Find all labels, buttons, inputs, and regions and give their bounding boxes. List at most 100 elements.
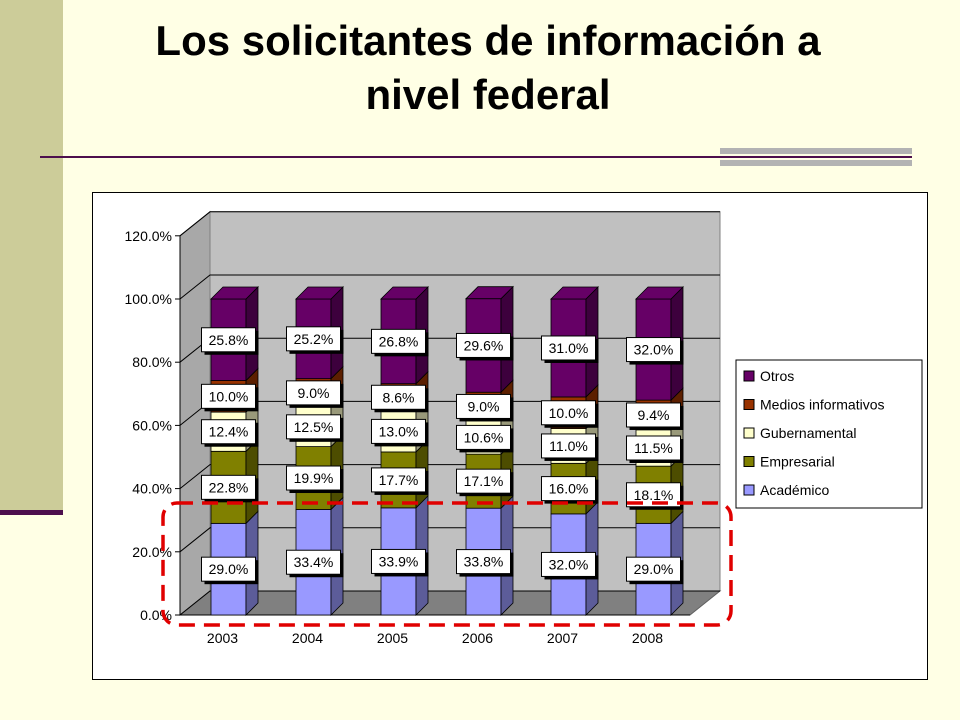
gridline (179, 211, 720, 237)
bar-top (550, 286, 599, 300)
data-label: 12.5% (294, 419, 334, 435)
y-tick-label: 120.0% (125, 228, 172, 244)
legend-swatch (743, 456, 755, 467)
x-tick-label: 2005 (377, 630, 408, 646)
data-label: 9.0% (468, 398, 500, 414)
data-label: 11.0% (549, 438, 588, 454)
data-label: 33.9% (379, 553, 419, 569)
data-label: 11.5% (634, 440, 673, 456)
data-label-box (626, 435, 681, 461)
gridline (179, 527, 720, 553)
data-label-box (201, 327, 256, 353)
bar-top (465, 286, 514, 300)
data-label-box (201, 419, 256, 445)
data-label-box (626, 337, 681, 363)
data-label-box (286, 326, 341, 352)
data-label: 29.0% (209, 561, 249, 577)
data-label-box (456, 332, 511, 358)
bar-top (295, 286, 344, 300)
left-accent-bar (0, 0, 63, 512)
data-label: 22.8% (209, 479, 249, 495)
data-label-box (201, 474, 256, 500)
data-label-box (371, 467, 426, 493)
legend-swatch (743, 484, 755, 496)
x-tick-label: 2004 (292, 630, 323, 646)
x-tick-label: 2006 (462, 630, 493, 646)
data-label-box (541, 476, 596, 502)
y-tick-label: 100.0% (125, 291, 172, 307)
data-label: 25.8% (209, 332, 249, 348)
data-label: 17.7% (379, 472, 419, 488)
gridline (179, 590, 720, 616)
data-label: 33.8% (464, 554, 504, 570)
data-label: 29.0% (634, 561, 674, 577)
left-accent-rule (0, 510, 63, 515)
legend-swatch (743, 399, 755, 410)
data-label-box (371, 384, 426, 410)
legend-label: Otros (760, 368, 794, 384)
y-tick-label: 40.0% (132, 481, 172, 497)
data-label: 29.6% (464, 337, 504, 353)
legend-label: Medios informativos (760, 397, 885, 413)
data-label-box (541, 433, 596, 459)
data-label: 9.0% (298, 385, 330, 401)
y-tick-label: 20.0% (132, 544, 172, 560)
data-label-box (456, 549, 511, 575)
data-label-box (286, 414, 341, 440)
data-label: 18.1% (634, 487, 674, 503)
data-label-box (541, 335, 596, 361)
data-label: 8.6% (383, 389, 415, 405)
data-label-box (456, 468, 511, 494)
bar-top (380, 286, 429, 300)
highlight-box (161, 501, 733, 627)
data-label: 10.0% (549, 405, 589, 421)
data-label-box (541, 400, 596, 426)
data-label-box (286, 380, 341, 406)
data-label: 19.9% (294, 470, 334, 486)
legend-swatch (743, 370, 755, 382)
data-label: 32.0% (549, 556, 589, 572)
y-tick-label: 60.0% (132, 417, 172, 433)
bar-top (210, 286, 259, 300)
gridline (179, 464, 720, 489)
data-label: 17.1% (464, 473, 504, 489)
legend-label: Empresarial (760, 454, 835, 470)
data-label-box (286, 549, 341, 575)
data-label-box (201, 383, 256, 409)
title-accent-bar (720, 148, 912, 154)
data-label-box (626, 556, 681, 582)
legend-label: Gubernamental (760, 425, 857, 441)
slide-title: Los solicitantes de información a nivel … (63, 14, 913, 122)
x-tick-label: 2003 (207, 630, 238, 646)
gridline (179, 274, 720, 300)
data-label-box (371, 328, 426, 354)
data-label-box (626, 402, 681, 428)
data-label: 10.0% (209, 388, 249, 404)
data-label-box (541, 551, 596, 577)
data-label: 25.2% (294, 331, 334, 347)
bar-top (635, 286, 684, 300)
x-tick-label: 2008 (632, 630, 663, 646)
legend-box (735, 359, 923, 509)
data-label-box (286, 465, 341, 491)
y-tick-label: 80.0% (132, 354, 172, 370)
data-label: 32.0% (634, 342, 674, 358)
data-label: 13.0% (379, 423, 419, 439)
data-label: 9.4% (638, 407, 670, 423)
data-label-box (371, 418, 426, 444)
data-label: 33.4% (294, 554, 334, 570)
slide-title-line2: nivel federal (365, 71, 611, 118)
data-label: 10.6% (464, 429, 504, 445)
data-label-box (371, 548, 426, 574)
data-label: 26.8% (379, 333, 419, 349)
legend-label: Académico (760, 482, 829, 498)
data-label-box (456, 424, 511, 450)
x-tick-label: 2007 (547, 630, 578, 646)
slide-title-line1: Los solicitantes de información a (155, 17, 821, 64)
data-label: 16.0% (549, 481, 589, 497)
data-label: 31.0% (549, 340, 589, 356)
legend-swatch (743, 427, 755, 439)
data-label: 12.4% (209, 424, 249, 440)
title-rule (40, 156, 912, 158)
data-label-box (456, 393, 511, 419)
